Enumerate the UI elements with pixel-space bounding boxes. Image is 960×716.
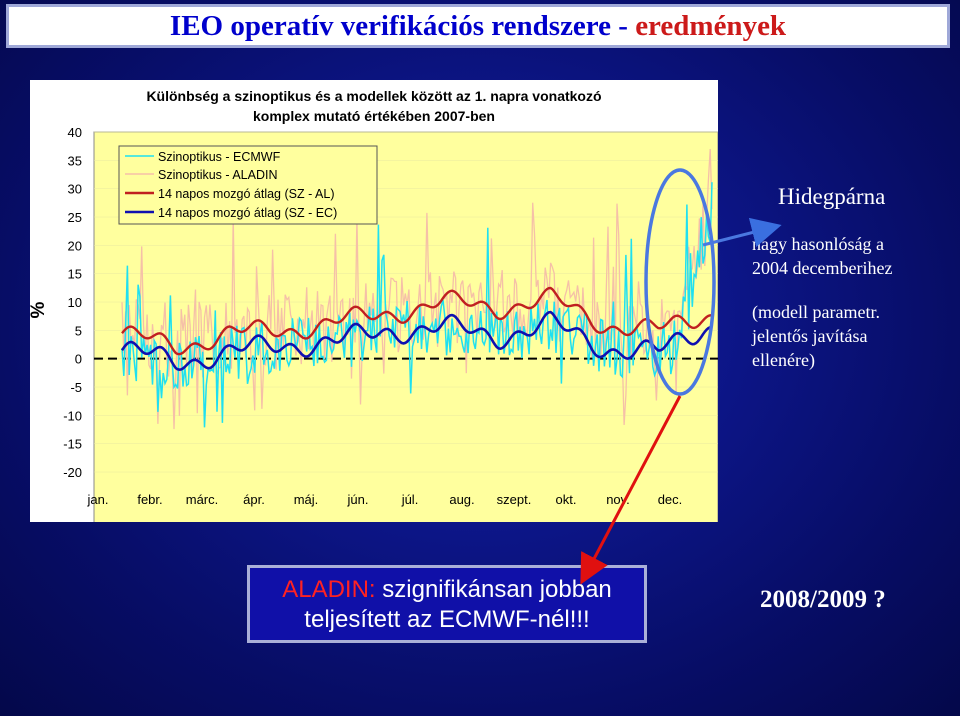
y-tick-label-5: 15 xyxy=(68,267,82,282)
x-tick-label-2: márc. xyxy=(186,492,219,507)
slide-title: IEO operatív verifikációs rendszere - er… xyxy=(6,4,950,48)
conclusion-highlight: ALADIN: xyxy=(282,576,376,603)
x-tick-label-5: jún. xyxy=(347,492,369,507)
legend-label-ma-al: 14 napos mozgó átlag (SZ - AL) xyxy=(158,187,334,201)
y-tick-label-1: 35 xyxy=(68,153,82,168)
legend: Szinoptikus - ECMWF Szinoptikus - ALADIN… xyxy=(118,145,378,225)
x-tick-label-11: dec. xyxy=(658,492,683,507)
series-line-aladin xyxy=(121,148,713,430)
slide-title-main: IEO operatív verifikációs rendszere - xyxy=(169,10,636,42)
y-tick-label-9: -5 xyxy=(70,380,82,395)
x-tick-label-3: ápr. xyxy=(243,492,265,507)
x-tick-label-4: máj. xyxy=(294,492,319,507)
y-tick-label-6: 10 xyxy=(68,295,82,310)
y-tick-label-0: 40 xyxy=(68,125,82,140)
legend-label-aladin: Szinoptikus - ALADIN xyxy=(158,168,278,182)
series-line-ma-ec xyxy=(120,310,713,372)
conclusion-box: ALADIN: szignifikánsan jobban teljesítet… xyxy=(247,565,647,643)
y-tick-label-10: -10 xyxy=(63,408,82,423)
y-tick-label-11: -15 xyxy=(63,437,82,452)
chart-title-line2: komplex mutató értékében 2007-ben xyxy=(253,108,495,124)
legend-label-ma-ec: 14 napos mozgó átlag (SZ - EC) xyxy=(158,206,337,220)
side-p1-line1: nagy hasonlóság a xyxy=(752,234,884,254)
side-paragraph-1: nagy hasonlóság a 2004 decemberihez xyxy=(752,232,892,280)
x-tick-label-6: júl. xyxy=(401,492,419,507)
series-layer xyxy=(120,148,713,430)
y-axis-ticks: 40 35 30 25 20 15 10 5 0 -5 -10 -15 -20 xyxy=(63,125,82,480)
x-tick-label-10: nov. xyxy=(606,492,630,507)
y-tick-label-8: 0 xyxy=(75,352,82,367)
chart-title-line1: Különbség a szinoptikus és a modellek kö… xyxy=(146,88,601,104)
y-tick-label-3: 25 xyxy=(68,210,82,225)
side-paragraph-2: (modell parametr. jelentős javítása elle… xyxy=(752,300,880,372)
y-tick-label-2: 30 xyxy=(68,182,82,197)
chart-panel: 40 35 30 25 20 15 10 5 0 -5 -10 -15 -20 jan. febr. már… xyxy=(30,80,718,522)
y-axis-label: % xyxy=(30,301,49,318)
side-p2-line3: ellenére) xyxy=(752,350,815,370)
y-tick-label-7: 5 xyxy=(75,323,82,338)
x-tick-label-8: szept. xyxy=(497,492,532,507)
conclusion-line1: szignifikánsan jobban xyxy=(375,576,612,603)
year-question: 2008/2009 ? xyxy=(760,586,886,613)
slide-title-accent: eredmények xyxy=(635,10,787,42)
x-tick-label-0: jan. xyxy=(87,492,109,507)
legend-label-ecmwf: Szinoptikus - ECMWF xyxy=(158,150,281,164)
legend-box xyxy=(118,145,378,225)
side-p1-line2: 2004 decemberihez xyxy=(752,258,893,278)
y-tick-label-12: -20 xyxy=(63,465,82,480)
conclusion-line2: teljesített az ECMWF-nél!!! xyxy=(304,606,590,633)
series-line-ma-al xyxy=(121,286,712,356)
side-title: Hidegpárna xyxy=(778,184,886,209)
x-tick-label-9: okt. xyxy=(556,492,577,507)
side-p2-line1: (modell parametr. xyxy=(752,302,880,322)
y-tick-label-4: 20 xyxy=(68,238,82,253)
side-p2-line2: jelentős javítása xyxy=(752,326,868,346)
x-tick-label-1: febr. xyxy=(137,492,162,507)
line-chart: 40 35 30 25 20 15 10 5 0 -5 -10 -15 -20 jan. febr. már… xyxy=(30,88,718,522)
x-tick-label-7: aug. xyxy=(449,492,474,507)
